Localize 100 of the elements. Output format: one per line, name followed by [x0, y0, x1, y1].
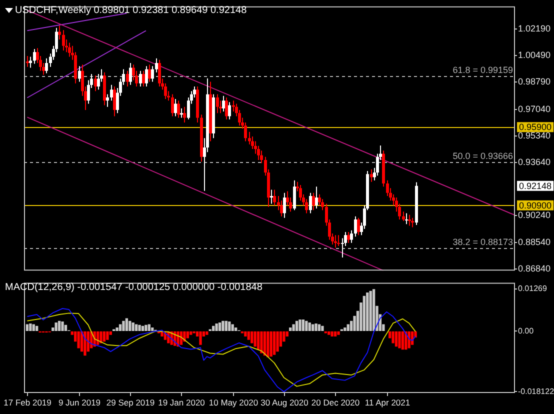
candlestick	[244, 122, 247, 142]
bar	[234, 328, 238, 332]
candlestick	[29, 56, 32, 68]
candlestick	[216, 94, 219, 114]
bar	[266, 331, 270, 358]
bar	[228, 322, 231, 332]
candlestick	[78, 66, 81, 82]
bar	[106, 331, 109, 340]
bar	[372, 289, 376, 332]
candlestick	[248, 131, 251, 145]
candlestick	[312, 192, 315, 211]
bar	[160, 331, 164, 337]
candlestick	[318, 194, 321, 206]
bar	[222, 320, 224, 332]
ref-line-label: 0.90900	[519, 200, 552, 210]
ref-line-label: 38.2 = 0.88173	[452, 237, 513, 248]
candlestick	[174, 98, 177, 117]
y-tick-label: 0.95340	[518, 130, 551, 140]
candlestick	[110, 84, 113, 102]
candlestick	[151, 66, 154, 82]
candlestick	[155, 58, 158, 73]
bar	[260, 331, 263, 354]
candlestick	[334, 234, 337, 248]
candlestick	[321, 198, 324, 211]
bar	[318, 324, 321, 332]
bar	[247, 331, 250, 340]
bar	[148, 324, 150, 332]
bar	[244, 331, 247, 337]
candlestick	[251, 136, 254, 150]
candlestick	[280, 200, 283, 217]
candlestick	[158, 59, 161, 87]
bar	[151, 328, 154, 332]
candlestick	[315, 186, 318, 209]
bar	[330, 331, 334, 337]
bar	[250, 331, 254, 344]
candlestick	[33, 48, 36, 64]
candlestick	[411, 217, 414, 228]
candlestick	[68, 42, 71, 58]
bar	[256, 331, 260, 350]
bar	[58, 320, 61, 332]
candlestick	[145, 66, 148, 87]
candlestick	[350, 230, 353, 244]
bar	[314, 324, 318, 332]
y-tick-label: 0.00	[518, 326, 534, 336]
bar	[392, 331, 394, 344]
bar	[215, 324, 218, 332]
bar	[102, 331, 106, 342]
y-tick-label: 0.86840	[518, 263, 551, 274]
candlestick	[309, 192, 312, 214]
candlestick	[299, 184, 302, 202]
bar	[276, 331, 279, 352]
candlestick	[180, 108, 183, 118]
bar	[344, 328, 346, 332]
candlestick	[139, 70, 142, 87]
bar	[199, 331, 202, 345]
candlestick	[26, 55, 29, 68]
y-tick-label: 0.98790	[518, 76, 551, 86]
candlestick	[402, 211, 405, 222]
candlestick	[225, 96, 228, 120]
bar	[190, 331, 192, 335]
candlestick	[164, 82, 167, 100]
y-tick-label: 0.01269	[518, 284, 548, 294]
candlestick	[129, 62, 132, 86]
candlestick	[171, 94, 174, 117]
x-tick-label: 10 May 2020	[208, 398, 258, 408]
bar	[29, 324, 32, 332]
bar	[362, 296, 366, 332]
x-tick-label: 29 Sep 2019	[106, 398, 155, 408]
bar	[270, 331, 272, 357]
candlestick	[228, 102, 231, 120]
bar	[224, 320, 228, 332]
candlestick	[405, 212, 408, 225]
bar	[321, 326, 324, 332]
bar	[398, 331, 401, 348]
bar	[218, 322, 222, 332]
y-tick-label: 0.88540	[518, 236, 551, 247]
candlestick	[283, 192, 286, 218]
candlestick	[142, 70, 145, 87]
bar	[212, 326, 215, 332]
candlestick	[370, 168, 373, 182]
ref-line-label: 0.95900	[519, 122, 552, 132]
bar	[311, 324, 314, 332]
bar	[292, 324, 295, 332]
candlestick	[305, 198, 308, 214]
candlestick	[232, 100, 235, 112]
x-tick-label: 9 Jun 2019	[58, 398, 101, 408]
bar	[298, 320, 302, 332]
text: 0.92148	[519, 180, 552, 191]
candlestick	[62, 30, 65, 52]
bar	[64, 324, 68, 332]
candlestick	[386, 180, 389, 196]
bar	[346, 324, 350, 332]
bar	[295, 320, 298, 332]
bar	[125, 318, 128, 332]
bar	[334, 331, 337, 337]
candlestick	[106, 94, 109, 108]
candlestick	[354, 216, 357, 238]
x-tick-label: 11 Apr 2021	[364, 398, 410, 408]
bar	[144, 324, 148, 332]
bar	[206, 331, 208, 335]
